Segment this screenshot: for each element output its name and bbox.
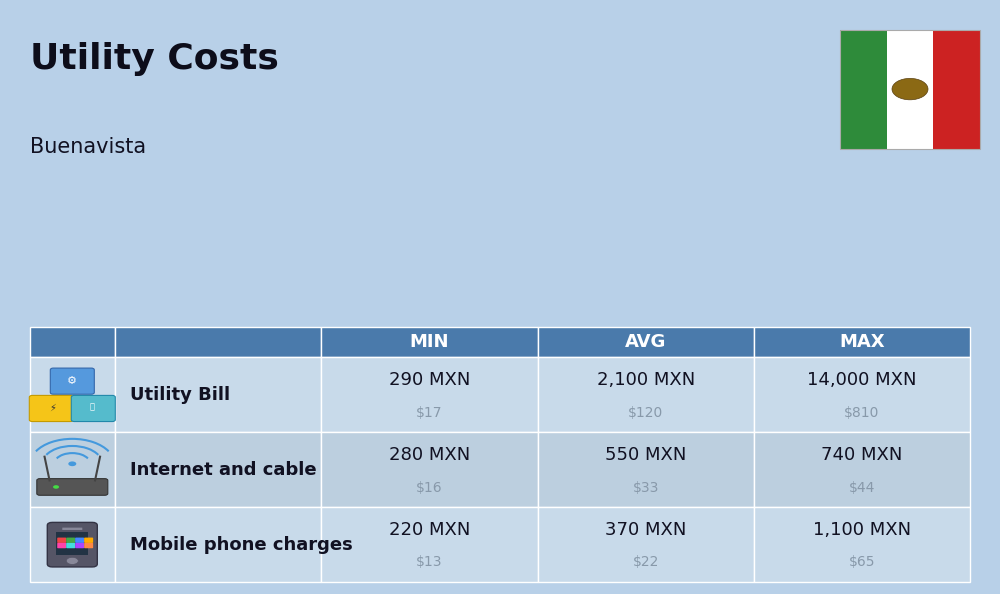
FancyBboxPatch shape [754,432,970,507]
Text: ⚡: ⚡ [49,402,56,412]
Text: $65: $65 [849,555,875,570]
FancyBboxPatch shape [321,507,538,582]
FancyBboxPatch shape [47,522,97,567]
FancyBboxPatch shape [75,538,84,543]
Text: $17: $17 [416,406,443,419]
Text: Utility Bill: Utility Bill [130,386,230,404]
FancyBboxPatch shape [29,396,73,422]
FancyBboxPatch shape [57,538,66,543]
FancyBboxPatch shape [538,327,754,358]
FancyBboxPatch shape [71,396,115,422]
Text: 14,000 MXN: 14,000 MXN [807,371,917,389]
FancyBboxPatch shape [30,432,115,507]
FancyBboxPatch shape [115,507,321,582]
Circle shape [68,462,76,466]
Text: 280 MXN: 280 MXN [389,446,470,464]
Text: $44: $44 [849,481,875,495]
FancyBboxPatch shape [75,543,84,548]
Text: $16: $16 [416,481,443,495]
FancyBboxPatch shape [840,30,887,148]
Text: 370 MXN: 370 MXN [605,521,686,539]
FancyBboxPatch shape [754,327,970,358]
FancyBboxPatch shape [84,538,93,543]
FancyBboxPatch shape [321,358,538,432]
FancyBboxPatch shape [30,327,115,358]
FancyBboxPatch shape [66,538,75,543]
Text: 220 MXN: 220 MXN [389,521,470,539]
Text: AVG: AVG [625,333,666,351]
Text: 290 MXN: 290 MXN [389,371,470,389]
Text: $33: $33 [633,481,659,495]
Text: 740 MXN: 740 MXN [821,446,903,464]
FancyBboxPatch shape [538,507,754,582]
Circle shape [66,557,78,564]
Text: 2,100 MXN: 2,100 MXN [597,371,695,389]
FancyBboxPatch shape [57,543,66,548]
FancyBboxPatch shape [84,543,93,548]
FancyBboxPatch shape [37,479,108,495]
Text: 550 MXN: 550 MXN [605,446,686,464]
Text: MAX: MAX [839,333,885,351]
Text: Buenavista: Buenavista [30,137,146,157]
Text: $22: $22 [633,555,659,570]
Text: $120: $120 [628,406,663,419]
Text: Utility Costs: Utility Costs [30,42,279,75]
FancyBboxPatch shape [115,327,321,358]
Text: Mobile phone charges: Mobile phone charges [130,536,352,554]
FancyBboxPatch shape [115,358,321,432]
FancyBboxPatch shape [538,358,754,432]
Text: $810: $810 [844,406,880,419]
FancyBboxPatch shape [62,527,82,530]
FancyBboxPatch shape [887,30,933,148]
Text: MIN: MIN [410,333,449,351]
FancyBboxPatch shape [538,432,754,507]
Circle shape [53,485,59,489]
FancyBboxPatch shape [933,30,980,148]
FancyBboxPatch shape [321,432,538,507]
FancyBboxPatch shape [754,358,970,432]
Text: ⚙: ⚙ [67,376,77,386]
FancyBboxPatch shape [754,507,970,582]
FancyBboxPatch shape [30,358,115,432]
FancyBboxPatch shape [30,507,115,582]
FancyBboxPatch shape [66,543,75,548]
FancyBboxPatch shape [56,532,88,555]
Text: 💧: 💧 [90,403,95,412]
FancyBboxPatch shape [50,368,94,394]
FancyBboxPatch shape [321,327,538,358]
Text: Internet and cable: Internet and cable [130,461,316,479]
Text: $13: $13 [416,555,443,570]
Text: 1,100 MXN: 1,100 MXN [813,521,911,539]
FancyBboxPatch shape [115,432,321,507]
Circle shape [892,78,928,100]
